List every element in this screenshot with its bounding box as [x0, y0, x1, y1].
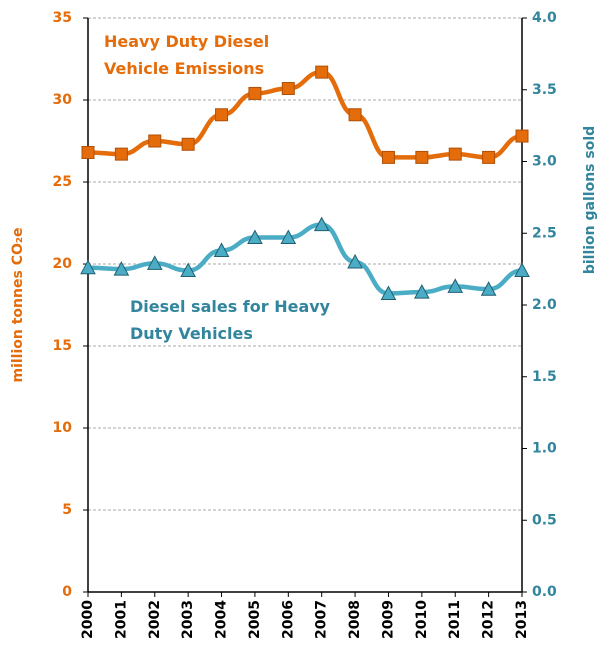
- x-tick-label: 2011: [447, 600, 463, 639]
- y-tick-label: 35: [53, 10, 72, 26]
- marker: [315, 65, 329, 79]
- marker: [213, 242, 230, 257]
- y2-tick-label: 1.0: [532, 441, 557, 457]
- y-tick-label: 5: [62, 502, 72, 518]
- marker: [515, 129, 529, 143]
- y2-tick-label: 1.5: [532, 369, 557, 385]
- y2-tick-label: 0.5: [532, 512, 557, 528]
- marker: [146, 255, 163, 270]
- marker: [180, 262, 196, 278]
- x-tick-label: 2012: [481, 600, 497, 639]
- marker: [247, 229, 263, 245]
- marker: [81, 145, 95, 159]
- marker: [447, 278, 464, 293]
- y2-tick-label: 2.0: [532, 297, 557, 313]
- x-tick-label: 2008: [347, 600, 363, 639]
- marker: [448, 147, 462, 161]
- x-tick-label: 2004: [214, 600, 230, 639]
- marker: [480, 281, 497, 296]
- marker: [181, 137, 195, 151]
- y2-tick-label: 2.5: [532, 225, 557, 241]
- series-label: Heavy Duty Diesel Vehicle Emissions: [104, 32, 270, 78]
- y-tick-label: 20: [53, 256, 73, 272]
- y2-tick-label: 3.5: [532, 82, 557, 98]
- marker: [114, 147, 128, 161]
- x-tick-label: 2001: [113, 600, 129, 639]
- y2-tick-label: 0.0: [532, 584, 557, 600]
- marker: [348, 108, 362, 122]
- marker: [381, 150, 395, 164]
- x-tick-label: 2006: [280, 600, 296, 639]
- marker: [313, 216, 330, 232]
- y-axis-label: million tonnes CO₂e: [10, 228, 26, 383]
- y2-axis-label: billion gallons sold: [582, 126, 598, 274]
- series-label: Diesel sales for Heavy Duty Vehicles: [130, 297, 331, 343]
- x-tick-label: 2010: [414, 600, 430, 639]
- x-tick-label: 2000: [80, 600, 96, 639]
- marker: [281, 82, 295, 96]
- marker: [215, 108, 229, 122]
- x-tick-label: 2013: [514, 600, 530, 639]
- marker: [148, 134, 162, 148]
- marker: [414, 284, 430, 299]
- marker: [415, 150, 429, 164]
- x-tick-label: 2002: [147, 600, 163, 639]
- y-tick-label: 30: [53, 92, 73, 108]
- series-line: [87, 222, 523, 296]
- marker: [347, 253, 363, 269]
- marker: [113, 261, 130, 276]
- marker: [482, 150, 496, 164]
- x-tick-label: 2009: [380, 600, 396, 639]
- y-tick-label: 15: [53, 338, 72, 354]
- y2-tick-label: 4.0: [532, 10, 557, 26]
- x-tick-label: 2003: [180, 600, 196, 639]
- y-tick-label: 25: [53, 174, 72, 190]
- marker: [80, 259, 96, 275]
- y-tick-label: 10: [53, 420, 73, 436]
- marker: [280, 229, 297, 245]
- x-tick-label: 2005: [247, 600, 263, 639]
- marker: [514, 262, 530, 278]
- x-tick-label: 2007: [314, 600, 330, 639]
- marker: [248, 86, 262, 100]
- y2-tick-label: 3.0: [532, 154, 557, 170]
- marker: [380, 285, 397, 301]
- y-tick-label: 0: [62, 584, 72, 600]
